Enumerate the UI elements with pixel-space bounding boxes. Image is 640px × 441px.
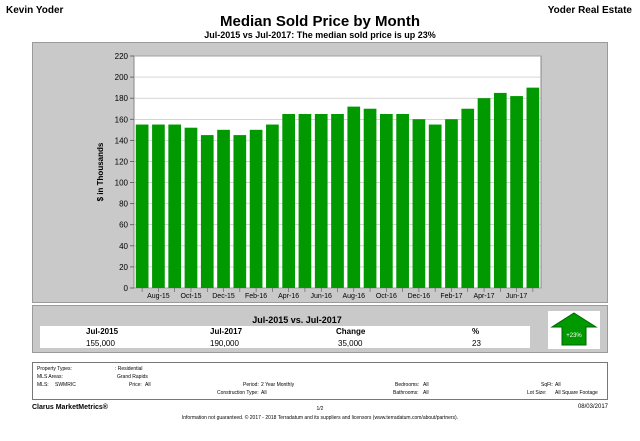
price-label: Price: — [129, 382, 142, 388]
stats-value-start: 155,000 — [86, 339, 115, 348]
period-label: Period: — [243, 382, 259, 388]
bathrooms-value: All — [423, 390, 429, 396]
price-value: All — [145, 382, 151, 388]
stats-title: Jul-2015 vs. Jul-2017 — [252, 315, 342, 325]
x-tick-label: Aug-15 — [147, 293, 170, 300]
footer-date: 08/03/2017 — [577, 404, 608, 410]
footer-page: 1/2 — [316, 406, 324, 412]
bar — [266, 124, 279, 288]
bathrooms-label: Bathrooms: — [393, 390, 419, 396]
stats-header-end: Jul-2017 — [210, 327, 243, 336]
y-tick-label: 220 — [115, 52, 129, 61]
stats-value-end: 190,000 — [210, 339, 239, 348]
change-badge-text: +23% — [566, 333, 582, 339]
bar — [412, 119, 426, 288]
y-tick-label: 20 — [119, 263, 128, 272]
bar — [445, 119, 458, 288]
mls-areas-label: MLS Areas: — [37, 374, 63, 380]
x-tick-label: Apr-17 — [474, 293, 495, 300]
footer-disclaimer: Information not guaranteed. © 2017 - 201… — [181, 415, 459, 421]
stats-value-percent: 23 — [472, 339, 481, 348]
bar — [477, 98, 491, 288]
y-tick-label: 0 — [124, 284, 129, 293]
y-tick-label: 120 — [115, 157, 129, 166]
mls-value: SWMRIC — [55, 382, 76, 388]
chart-title: Median Sold Price by Month — [219, 13, 421, 30]
x-tick-label: Feb-16 — [245, 293, 267, 300]
bar — [282, 114, 296, 288]
y-tick-label: 200 — [115, 73, 129, 82]
bar — [217, 129, 230, 288]
stats-header-change: Change — [336, 327, 366, 336]
sqft-value: All — [555, 382, 561, 388]
bar — [233, 135, 247, 288]
bar — [298, 114, 312, 288]
bar — [168, 124, 182, 288]
y-tick-label: 80 — [119, 200, 128, 209]
x-tick-label: Oct-16 — [376, 293, 397, 300]
y-tick-label: 180 — [115, 94, 129, 103]
bar — [347, 106, 361, 288]
x-tick-label: Aug-16 — [342, 293, 365, 300]
bar — [184, 127, 198, 288]
bar — [200, 135, 214, 288]
lot-size-label: Lot Size: — [527, 390, 547, 396]
footer-brand: Clarus MarketMetrics® — [32, 404, 108, 411]
period-value: 2 Year Monthly — [261, 382, 295, 388]
x-tick-label: Apr-16 — [278, 293, 299, 300]
y-tick-label: 140 — [115, 136, 129, 145]
criteria-panel: Property Types: : Residential MLS Areas:… — [32, 362, 608, 400]
x-tick-label: Dec-15 — [212, 293, 235, 300]
stats-header-start: Jul-2015 — [86, 327, 119, 336]
bar — [428, 124, 442, 288]
x-tick-label: Jun-17 — [506, 293, 528, 300]
stats-header-percent: % — [472, 327, 480, 336]
bar — [331, 114, 344, 288]
x-tick-label: Dec-16 — [408, 293, 431, 300]
stats-table — [40, 326, 530, 348]
y-tick-label: 60 — [119, 221, 128, 230]
lot-size-value: All Square Footage — [555, 390, 598, 396]
bedrooms-label: Bedrooms: — [395, 382, 420, 388]
y-tick-label: 40 — [119, 242, 128, 251]
property-types-value: : Residential — [115, 366, 143, 372]
up-arrow-icon: +23% — [550, 312, 598, 346]
bar — [461, 108, 475, 289]
bar — [363, 108, 377, 289]
company-name: Yoder Real Estate — [547, 5, 632, 16]
y-tick-label: 160 — [115, 115, 129, 124]
agent-name: Kevin Yoder — [6, 5, 64, 16]
chart-subtitle: Jul-2015 vs Jul-2017: The median sold pr… — [204, 30, 436, 40]
x-tick-label: Oct-15 — [180, 293, 201, 300]
mls-label: MLS: — [37, 382, 49, 388]
sqft-label: SqFt: — [541, 382, 553, 388]
bar — [249, 129, 263, 288]
x-tick-label: Jun-16 — [311, 293, 333, 300]
bar — [396, 114, 409, 288]
property-types-label: Property Types: — [37, 366, 72, 372]
x-tick-label: Feb-17 — [440, 293, 462, 300]
bar — [510, 96, 523, 288]
construction-type-label: Construction Type: — [217, 390, 259, 396]
y-tick-label: 100 — [115, 179, 129, 188]
bar — [493, 92, 507, 288]
bar — [135, 124, 149, 288]
construction-type-value: All — [261, 390, 267, 396]
bar — [526, 87, 540, 289]
mls-areas-value: Grand Rapids — [117, 374, 148, 380]
bar — [314, 114, 328, 288]
y-axis-label: $ in Thousands — [96, 142, 105, 201]
change-badge-box: +23% — [548, 311, 600, 349]
bar — [152, 124, 165, 288]
bar — [379, 114, 393, 288]
bedrooms-value: All — [423, 382, 429, 388]
stats-value-change: 35,000 — [338, 339, 363, 348]
